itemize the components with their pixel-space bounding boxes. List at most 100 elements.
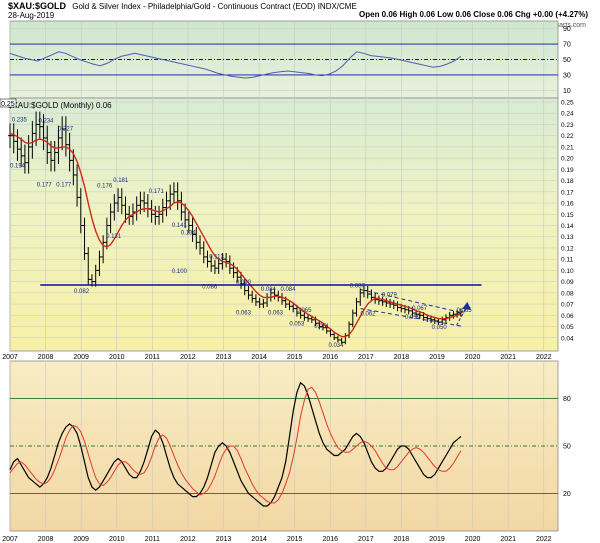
price-annotation: 0.034: [328, 343, 344, 349]
x-tick-label-bottom: 2020: [465, 536, 481, 543]
price-annotation: 0.181: [113, 178, 129, 184]
price-annotation: 0.134: [181, 231, 197, 237]
x-tick-label-bottom: 2012: [180, 536, 196, 543]
price-annotation: 0.079: [382, 292, 398, 298]
x-tick-label-top: 2022: [536, 354, 552, 361]
price-tick-label: 0.20: [561, 156, 574, 163]
price-annotation: 0.063: [236, 310, 252, 316]
price-tick-label: 0.14: [561, 223, 574, 230]
x-tick-label-top: 2020: [465, 354, 481, 361]
price-annotation: 0.171: [149, 189, 165, 195]
x-tick-label-bottom: 2014: [251, 536, 267, 543]
x-tick-label-bottom: 2009: [73, 536, 89, 543]
stochastic-panel: 20 50 80: [9, 381, 571, 507]
price-annotation: 0.087: [350, 284, 366, 290]
price-tick-label: 0.07: [561, 302, 574, 309]
price-tick-label: 0.08: [561, 290, 574, 297]
price-annotation: 0.177: [37, 182, 53, 188]
price-tick-label: 0.24: [561, 111, 574, 118]
breakout-arrow-head: [462, 301, 472, 310]
x-tick-label-top: 2017: [358, 354, 374, 361]
price-annotation: 0.113: [209, 254, 224, 260]
x-tick-label-bottom: 2018: [394, 536, 410, 543]
price-tick-label: 0.16: [561, 201, 574, 208]
x-tick-label-top: 2019: [429, 354, 445, 361]
x-tick-label-bottom: 2011: [145, 536, 160, 543]
price-annotation: 0.084: [261, 287, 277, 293]
symbol-label: $XAU:$GOLD: [8, 1, 67, 11]
price-annotation: 0.194: [10, 163, 26, 169]
last-value-tag: 0.25: [1, 101, 15, 108]
price-tick-label: 0.18: [561, 178, 574, 185]
price-tick-label: 0.13: [561, 234, 574, 241]
x-tick-label-top: 2007: [2, 354, 18, 361]
rsi-tick-label: 10: [563, 88, 571, 95]
x-tick-label-top: 2018: [394, 354, 410, 361]
moving-average-line: [9, 132, 462, 338]
x-tick-label-top: 2011: [145, 354, 160, 361]
price-tick-label: 0.25: [561, 100, 574, 107]
x-tick-label-top: 2015: [287, 354, 303, 361]
price-tick-label: 0.17: [561, 189, 574, 196]
x-axis: 2007 2007 2008 2008 2009 2009 2010 2010 2011 2011…: [2, 354, 551, 543]
stoch-k-line: [9, 381, 462, 507]
price-tick-label: 0.06: [561, 313, 574, 320]
x-tick-label-bottom: 2019: [429, 536, 445, 543]
x-tick-label-top: 2014: [251, 354, 267, 361]
price-annotation: 0.084: [280, 287, 296, 293]
x-tick-label-bottom: 2015: [287, 536, 303, 543]
price-tick-label: 0.11: [561, 257, 574, 264]
x-tick-label-bottom: 2007: [2, 536, 18, 543]
price-tick-label: 0.15: [561, 212, 574, 219]
price-tick-label: 0.09: [561, 279, 574, 286]
x-tick-label-bottom: 2013: [216, 536, 232, 543]
rsi-tick-label: 90: [563, 26, 571, 33]
price-annotation: 0.086: [202, 285, 218, 291]
price-tick-label: 0.04: [561, 335, 574, 342]
x-tick-label-bottom: 2010: [109, 536, 125, 543]
x-tick-label-top: 2009: [73, 354, 89, 361]
price-annotation: 0.131: [106, 234, 122, 240]
price-annotation: 0.065: [457, 308, 473, 314]
price-annotation: 0.059: [405, 315, 421, 321]
price-annotation: 0.053: [289, 322, 305, 328]
price-tick-label: 0.05: [561, 324, 574, 331]
price-tick-label: 0.22: [561, 133, 574, 140]
price-annotation: 0.234: [38, 118, 54, 124]
x-tick-label-bottom: 2022: [536, 536, 552, 543]
price-annotation: 0.051: [314, 324, 330, 330]
price-annotation: 0.141: [172, 223, 188, 229]
price-tick-label: 0.10: [561, 268, 574, 275]
price-annotation: 0.100: [172, 269, 188, 275]
stoch-tick-label: 20: [563, 491, 571, 498]
price-panel-bg: [9, 97, 559, 352]
x-tick-label-bottom: 2021: [500, 536, 516, 543]
price-annotation: 0.235: [12, 117, 28, 123]
price-panel: 0.04 0.05 0.06 0.07 0.08 0.09 0.10 0.11 0.12 0.13…: [8, 100, 574, 349]
rsi-tick-label: 50: [563, 57, 571, 64]
symbol-description: Gold & Silver Index - Philadelphia/Gold …: [72, 2, 357, 11]
chart-date: 28-Aug-2019: [8, 11, 55, 20]
x-tick-label-top: 2021: [500, 354, 516, 361]
price-tick-label: 0.21: [561, 144, 574, 151]
price-annotation: 0.227: [58, 126, 74, 132]
channel-lower-line: [360, 308, 464, 328]
price-annotation: 0.062: [361, 312, 377, 318]
price-annotation: 0.176: [97, 184, 113, 190]
price-tick-label: 0.19: [561, 167, 574, 174]
price-legend: $XAU:$GOLD (Monthly) 0.06: [8, 101, 112, 110]
price-annotation: 0.082: [74, 289, 90, 295]
x-tick-label-bottom: 2017: [358, 536, 374, 543]
rsi-tick-label: 30: [563, 72, 571, 79]
price-annotation: 0.050: [432, 325, 448, 331]
last-value-tag-bg: [0, 98, 17, 108]
rsi-line: [9, 51, 462, 79]
price-annotation: 0.065: [296, 308, 312, 314]
price-annotation: 0.067: [412, 306, 428, 312]
channel-upper-line: [360, 289, 464, 314]
x-tick-label-top: 2012: [180, 354, 196, 361]
price-tick-label: 0.12: [561, 245, 574, 252]
breakout-arrow-line: [456, 305, 468, 326]
